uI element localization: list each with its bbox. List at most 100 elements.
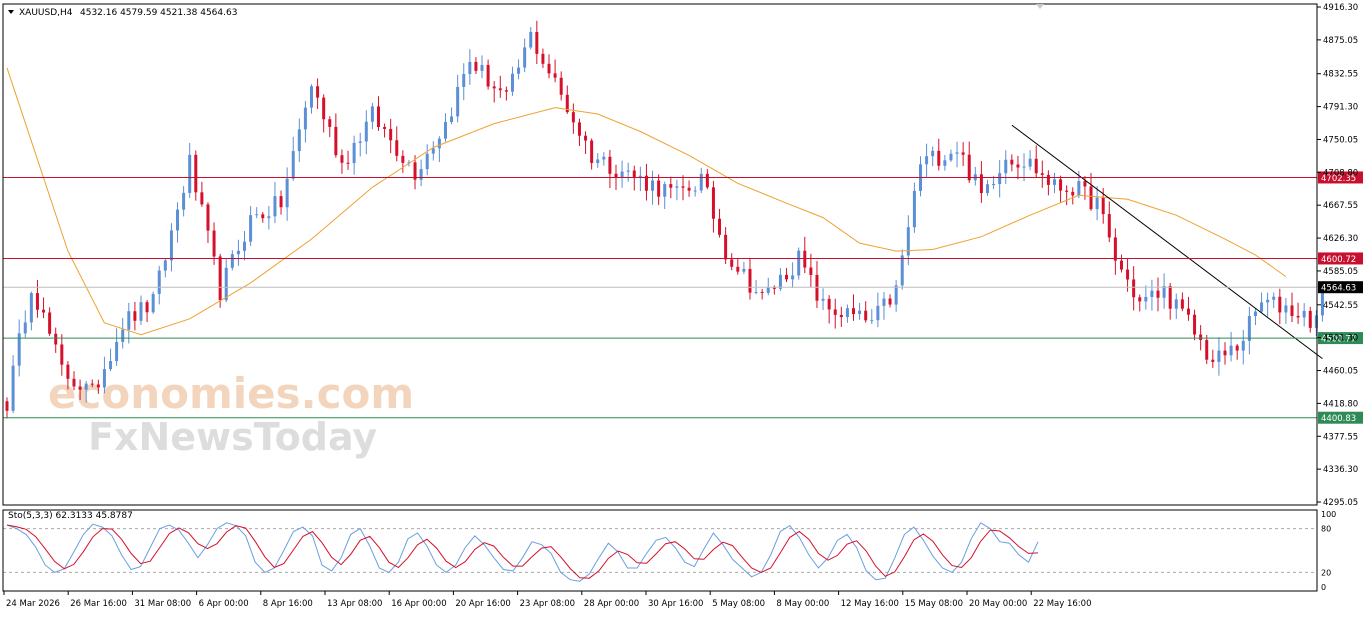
candle[interactable] (109, 348, 113, 372)
candle[interactable] (894, 279, 898, 312)
candle[interactable] (413, 155, 417, 190)
candle[interactable] (35, 280, 39, 318)
candle[interactable] (267, 205, 271, 230)
candle[interactable] (279, 190, 283, 215)
candle[interactable] (297, 118, 301, 163)
candle[interactable] (121, 317, 125, 349)
candle[interactable] (1241, 329, 1245, 365)
candle[interactable] (486, 59, 490, 90)
candle[interactable] (468, 49, 472, 85)
candle[interactable] (358, 132, 362, 157)
candle[interactable] (571, 103, 575, 134)
candle[interactable] (1223, 342, 1227, 365)
candle[interactable] (596, 153, 600, 168)
candle[interactable] (456, 74, 460, 123)
candle[interactable] (1229, 331, 1233, 362)
candle[interactable] (1290, 292, 1294, 323)
candle[interactable] (1162, 273, 1166, 309)
candle[interactable] (255, 207, 259, 219)
candle[interactable] (961, 142, 965, 166)
candle[interactable] (401, 150, 405, 173)
candle[interactable] (724, 227, 728, 265)
candle[interactable] (1296, 302, 1300, 324)
candle[interactable] (803, 236, 807, 274)
candle[interactable] (450, 107, 454, 125)
candle[interactable] (931, 146, 935, 167)
candle[interactable] (310, 84, 313, 114)
candle[interactable] (376, 96, 380, 131)
candle[interactable] (176, 202, 180, 243)
candle[interactable] (736, 258, 740, 275)
candle[interactable] (11, 355, 15, 414)
candle[interactable] (224, 258, 228, 303)
candle[interactable] (1180, 292, 1184, 312)
candle[interactable] (900, 249, 904, 290)
candle[interactable] (127, 302, 131, 344)
candle[interactable] (791, 262, 795, 288)
candle[interactable] (443, 113, 447, 142)
candle[interactable] (1247, 306, 1251, 355)
candle[interactable] (261, 212, 265, 223)
candle[interactable] (340, 149, 344, 174)
candle[interactable] (638, 166, 642, 192)
candle[interactable] (833, 298, 837, 329)
candle[interactable] (139, 295, 143, 326)
candle[interactable] (1156, 277, 1160, 312)
candle[interactable] (730, 253, 734, 271)
candle[interactable] (316, 78, 320, 109)
candle[interactable] (979, 161, 983, 203)
candle[interactable] (90, 379, 94, 388)
candle[interactable] (797, 247, 801, 280)
candle[interactable] (955, 141, 959, 168)
candle[interactable] (651, 170, 655, 205)
candle[interactable] (1059, 175, 1063, 203)
candle[interactable] (815, 261, 819, 309)
candle[interactable] (967, 141, 971, 183)
candle[interactable] (919, 156, 922, 197)
candle[interactable] (864, 301, 868, 323)
candle[interactable] (206, 202, 210, 244)
candle[interactable] (949, 149, 953, 162)
candle[interactable] (163, 258, 167, 278)
candle[interactable] (1095, 186, 1099, 221)
candle[interactable] (1071, 187, 1075, 205)
candle[interactable] (693, 186, 697, 197)
candle[interactable] (681, 175, 685, 201)
candle[interactable] (17, 319, 21, 377)
candle[interactable] (1126, 258, 1130, 292)
candle[interactable] (1132, 266, 1136, 311)
candle[interactable] (389, 118, 393, 154)
candle[interactable] (1211, 349, 1215, 368)
candle[interactable] (858, 302, 862, 320)
candle[interactable] (236, 239, 240, 266)
candle[interactable] (657, 174, 661, 206)
candle[interactable] (431, 141, 435, 161)
candle[interactable] (821, 288, 825, 311)
candle[interactable] (66, 361, 70, 390)
candle[interactable] (419, 159, 423, 187)
candle[interactable] (29, 291, 33, 331)
candle[interactable] (687, 180, 691, 197)
candle[interactable] (845, 304, 849, 323)
candle[interactable] (1284, 297, 1288, 324)
candle[interactable] (303, 100, 307, 143)
candle[interactable] (1308, 306, 1312, 333)
candle[interactable] (760, 289, 764, 300)
candle[interactable] (602, 152, 606, 166)
candle[interactable] (1278, 288, 1282, 325)
candle[interactable] (285, 167, 289, 221)
candle[interactable] (1272, 292, 1276, 309)
candle[interactable] (529, 27, 533, 50)
candle[interactable] (998, 160, 1002, 198)
candle[interactable] (291, 136, 295, 181)
candle[interactable] (742, 261, 746, 275)
candle[interactable] (626, 162, 630, 182)
candle[interactable] (1046, 170, 1050, 196)
candle[interactable] (169, 223, 173, 272)
candle[interactable] (906, 215, 910, 266)
candle[interactable] (425, 144, 429, 176)
candle[interactable] (84, 380, 88, 403)
candle[interactable] (1040, 160, 1044, 188)
candle[interactable] (151, 291, 155, 314)
